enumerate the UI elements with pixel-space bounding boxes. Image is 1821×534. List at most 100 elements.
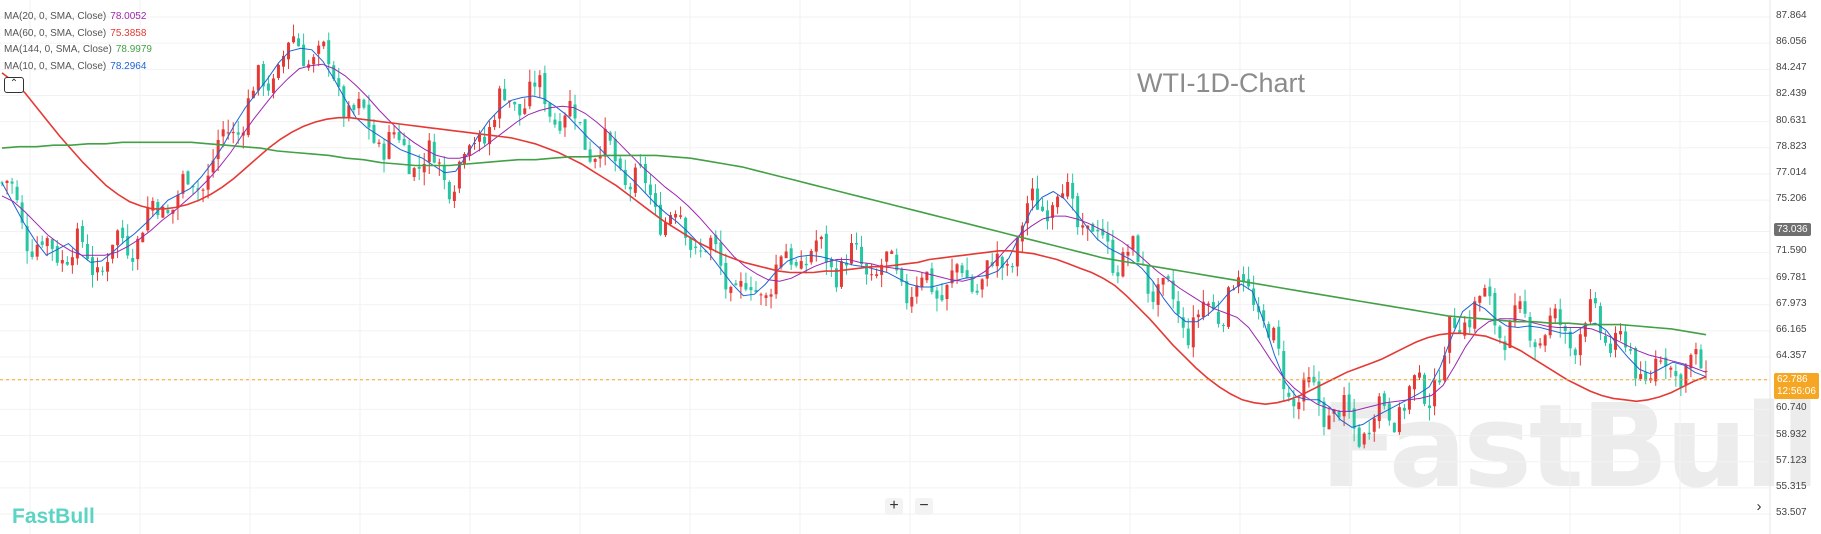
candle-down [402,138,406,146]
legend-collapse-button[interactable]: ⌃ [4,77,24,93]
candle-up [1704,370,1708,372]
candle-up [1513,305,1517,323]
candle-down [101,270,105,272]
candle-down [1468,319,1472,328]
candle-down [533,82,537,87]
candle-down [1035,188,1039,210]
candle-up [1377,396,1381,422]
legend-value: 78.2964 [110,60,147,72]
candle-up [1025,203,1029,224]
candle-up [478,134,482,142]
candle-up [422,163,426,173]
candle-up [1191,317,1195,348]
candle-up [1483,287,1487,297]
ma10-line [1,47,1707,428]
candle-up [1342,395,1346,417]
candle-down [121,227,125,239]
candle-up [774,264,778,295]
candle-down [1679,374,1683,388]
candle-down [824,233,828,263]
candle-down [860,246,864,265]
candle-up [523,108,527,114]
candle-down [1111,239,1115,273]
candle-up [674,213,678,218]
candle-up [764,295,768,298]
candle-down [1267,323,1271,338]
candle-up [1302,378,1306,402]
legend-ma60[interactable]: MA(60, 0, SMA, Close) 75.3858 [4,26,152,43]
candle-up [1543,335,1547,346]
countdown: 12:56:06 [1777,386,1816,397]
candle-down [483,136,487,144]
candle-up [1639,374,1643,379]
candle-down [704,250,708,252]
candle-down [191,185,195,188]
candle-up [1051,205,1055,218]
candle-down [1563,325,1567,331]
candle-down [327,40,331,65]
candle-up [759,294,763,296]
candle-down [794,262,798,266]
legend-ma144[interactable]: MA(144, 0, SMA, Close) 78.9979 [4,42,152,59]
candle-down [1357,427,1361,447]
candle-up [1061,193,1065,198]
candle-down [90,257,94,275]
candle-down [513,101,517,105]
candle-up [945,284,949,300]
legend-ma10[interactable]: MA(10, 0, SMA, Close) 78.2964 [4,59,152,76]
candle-up [437,162,441,164]
candle-up [412,168,416,178]
candle-up [392,132,396,135]
candle-down [1528,316,1532,341]
candle-down [382,143,386,160]
candle-down [1634,348,1638,379]
candle-up [568,100,572,117]
candle-down [297,38,301,47]
candle-down [367,104,371,128]
price-axis-label: 77.014 [1776,166,1807,178]
candle-down [80,226,84,243]
candle-up [1553,308,1557,319]
candle-down [1181,317,1185,328]
candle-down [1106,233,1110,242]
candle-down [935,290,939,299]
zoom-in-button[interactable]: + [885,498,903,515]
candle-up [885,251,889,262]
candle-up [281,55,285,67]
price-axis-label: 80.631 [1776,114,1807,126]
zoom-out-button[interactable]: − [915,498,933,515]
candle-up [216,139,220,160]
candle-up [1614,332,1618,350]
candle-down [196,188,200,190]
candle-down [628,186,632,190]
candle-up [1156,284,1160,305]
candle-down [648,184,652,195]
candle-up [357,98,361,109]
candle-down [613,138,617,162]
candle-up [563,115,567,128]
legend-value: 75.3858 [110,27,147,39]
candle-down [1367,432,1371,435]
candle-down [965,270,969,278]
ma144-line [1,141,1707,336]
candle-down [1211,302,1215,310]
candle-down [332,65,336,80]
candle-up [116,230,120,246]
candle-up [1548,315,1552,336]
candle-up [1538,343,1542,346]
candle-up [1327,415,1331,430]
candle-up [251,90,255,99]
scroll-right-button[interactable]: › [1756,498,1762,515]
candle-up [1081,225,1085,228]
candle-up [347,105,351,117]
candle-down [930,268,934,293]
candle-down [684,217,688,238]
candle-up [206,175,210,190]
candle-down [1277,326,1281,349]
candle-up [377,142,381,144]
candle-up [1131,236,1135,250]
legend-ma20[interactable]: MA(20, 0, SMA, Close) 78.0052 [4,9,152,26]
candle-up [1066,181,1070,197]
